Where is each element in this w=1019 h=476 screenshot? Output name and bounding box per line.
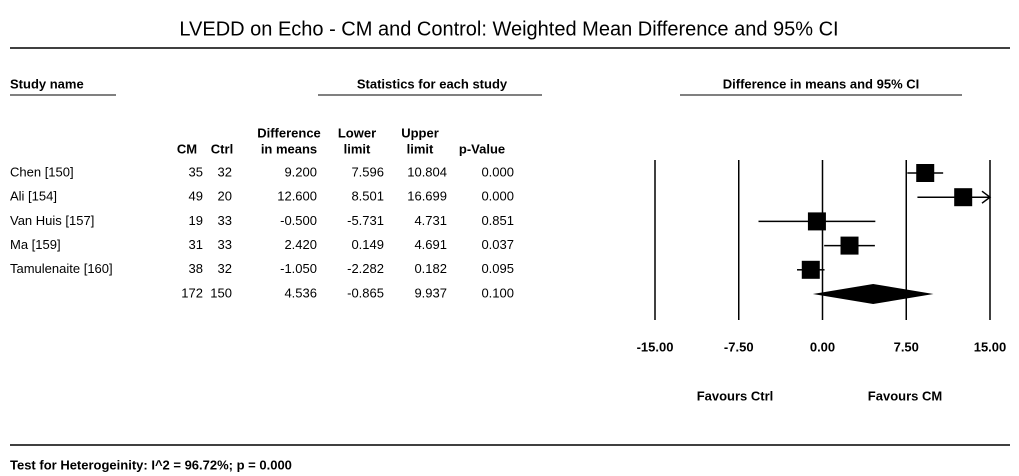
study-name: Chen [150] xyxy=(10,164,74,179)
cell: -5.731 xyxy=(347,213,384,228)
plot-header: Difference in means and 95% CI xyxy=(723,76,920,91)
cell: -0.500 xyxy=(280,213,317,228)
column-header: Ctrl xyxy=(211,141,233,156)
study-header: Study name xyxy=(10,76,84,91)
summary-diamond xyxy=(812,284,934,304)
cell: 0.149 xyxy=(351,237,384,252)
cell: 9.200 xyxy=(284,164,317,179)
cell: 38 xyxy=(189,261,203,276)
x-tick-label: -7.50 xyxy=(724,339,754,354)
favours-left: Favours Ctrl xyxy=(697,388,774,403)
cell: 150 xyxy=(210,285,232,300)
cell: 32 xyxy=(218,164,232,179)
x-tick-label: -15.00 xyxy=(637,339,674,354)
column-header: CM xyxy=(177,141,197,156)
cell: 0.182 xyxy=(414,261,447,276)
cell: 4.691 xyxy=(414,237,447,252)
cell: 0.095 xyxy=(481,261,514,276)
cell: 10.804 xyxy=(407,164,447,179)
cell: 2.420 xyxy=(284,237,317,252)
column-header: Upper xyxy=(401,125,439,140)
point-estimate xyxy=(801,260,820,279)
cell: 31 xyxy=(189,237,203,252)
cell: 19 xyxy=(189,213,203,228)
point-estimate xyxy=(807,212,826,231)
cell: 35 xyxy=(189,164,203,179)
cell: 7.596 xyxy=(351,164,384,179)
favours-right: Favours CM xyxy=(868,388,942,403)
study-name: Tamulenaite [160] xyxy=(10,261,113,276)
ci-arrow xyxy=(981,190,992,204)
cell: -1.050 xyxy=(280,261,317,276)
cell: 16.699 xyxy=(407,189,447,204)
cell: 20 xyxy=(218,189,232,204)
point-estimate xyxy=(840,236,859,255)
study-name: Ma [159] xyxy=(10,237,61,252)
cell: 172 xyxy=(181,285,203,300)
cell: 4.731 xyxy=(414,213,447,228)
cell: 0.100 xyxy=(481,285,514,300)
cell: 9.937 xyxy=(414,285,447,300)
column-header: limit xyxy=(344,141,371,156)
cell: 0.000 xyxy=(481,189,514,204)
chart-title: LVEDD on Echo - CM and Control: Weighted… xyxy=(179,18,838,40)
study-name: Van Huis [157] xyxy=(10,213,94,228)
cell: 4.536 xyxy=(284,285,317,300)
column-header: Lower xyxy=(338,125,376,140)
stats-header: Statistics for each study xyxy=(357,76,508,91)
cell: 0.037 xyxy=(481,237,514,252)
x-tick-label: 7.50 xyxy=(894,339,919,354)
cell: 33 xyxy=(218,237,232,252)
point-estimate xyxy=(954,188,973,207)
x-tick-label: 15.00 xyxy=(974,339,1007,354)
cell: 0.851 xyxy=(481,213,514,228)
column-header: in means xyxy=(261,141,317,156)
cell: 0.000 xyxy=(481,164,514,179)
point-estimate xyxy=(916,164,935,182)
cell: 8.501 xyxy=(351,189,384,204)
cell: -0.865 xyxy=(347,285,384,300)
cell: 33 xyxy=(218,213,232,228)
cell: 49 xyxy=(189,189,203,204)
study-name: Ali [154] xyxy=(10,189,57,204)
column-header: Difference xyxy=(257,125,321,140)
cell: -2.282 xyxy=(347,261,384,276)
cell: 12.600 xyxy=(277,189,317,204)
footnote: Test for Heterogeinity: I^2 = 96.72%; p … xyxy=(10,457,292,472)
column-header: limit xyxy=(407,141,434,156)
cell: 32 xyxy=(218,261,232,276)
column-header: p-Value xyxy=(459,141,505,156)
x-tick-label: 0.00 xyxy=(810,339,835,354)
